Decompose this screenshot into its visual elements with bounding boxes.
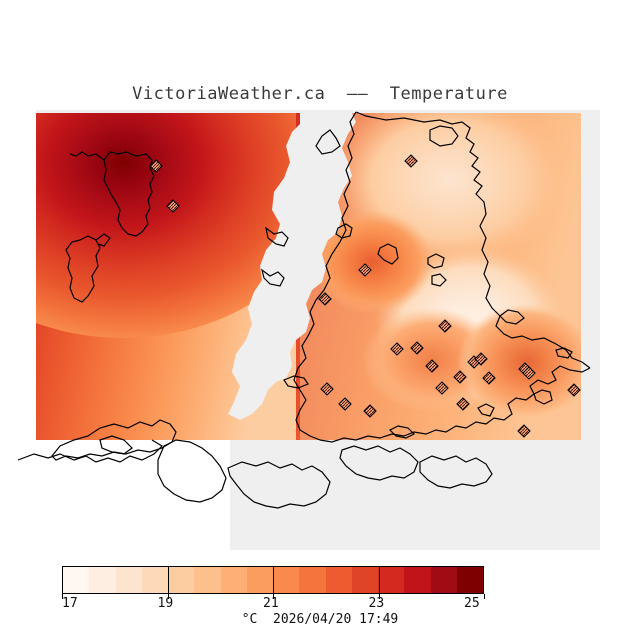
colorbar-band-12 (378, 567, 405, 593)
station-marker (358, 263, 372, 277)
station-marker (522, 366, 536, 380)
page-title: VictoriaWeather.ca —— Temperature (132, 84, 508, 104)
south-white-margin (0, 440, 230, 550)
colorbar-tick-17 (62, 594, 63, 599)
colorbar-ticks (62, 594, 485, 604)
south-peninsula-d (419, 455, 493, 489)
east-landmass-west-coast (293, 111, 357, 441)
colorbar-band-0 (63, 567, 90, 593)
south-coastlines-nodata (17, 419, 493, 509)
colorbar-major-dividers (62, 566, 484, 594)
island-mid-c (427, 253, 445, 269)
colorbar[interactable] (62, 566, 484, 594)
east-hook-a (499, 309, 525, 325)
station-marker (453, 370, 467, 384)
colorbar-tick-23 (378, 594, 380, 599)
south-peninsula-c (339, 445, 419, 481)
east-landmass-south-coast (319, 365, 591, 443)
colorbar-tick-19 (167, 594, 169, 599)
coastlines (65, 111, 591, 443)
colorbar-band-11 (351, 567, 378, 593)
colorbar-band-1 (89, 567, 116, 593)
island-mid-d (431, 273, 447, 287)
colorbar-band-3 (141, 567, 168, 593)
station-marker (435, 381, 449, 395)
colorbar-label-19: 19 (157, 596, 174, 611)
west-white-margin (0, 110, 36, 440)
station-marker (517, 424, 531, 438)
station-marker (404, 154, 418, 168)
colorbar-band-10 (325, 567, 352, 593)
east-landmass-north-east-coast (355, 111, 591, 369)
temperature-contour-map[interactable] (0, 110, 600, 550)
station-marker (338, 397, 352, 411)
station-marker (320, 382, 334, 396)
colorbar-band-7 (246, 567, 273, 593)
south-island-outline-a (51, 419, 177, 461)
west-island-spur (95, 233, 111, 247)
colorbar-bands (62, 566, 484, 594)
east-landmass-field (296, 113, 581, 440)
colorbar-divider-21 (273, 566, 274, 594)
colorbar-band-8 (273, 567, 300, 593)
colorbar-band-4 (168, 567, 195, 593)
colorbar-band-5 (194, 567, 221, 593)
south-peninsula-b (227, 461, 331, 509)
island-mid-b (377, 243, 399, 265)
south-outer-coast-a (17, 439, 163, 463)
station-marker (390, 342, 404, 356)
ocean-channel-mask (228, 113, 356, 420)
island-east-a (555, 347, 573, 359)
map-canvas[interactable] (0, 110, 600, 550)
station-marker (166, 199, 180, 213)
station-marker (410, 341, 424, 355)
island-south-a (283, 375, 309, 389)
station-markers[interactable] (149, 154, 581, 438)
station-marker (425, 359, 439, 373)
south-peninsula-a (157, 439, 227, 503)
station-marker (567, 383, 581, 397)
colorbar-caption: °C 2026/04/20 17:49 (241, 612, 399, 627)
contour-field (36, 113, 581, 440)
northwest-island-spur (69, 151, 105, 161)
south-island-outline-b (99, 435, 133, 455)
north-bay-inlet (315, 129, 341, 155)
colorbar-band-9 (299, 567, 326, 593)
colorbar-tick-21 (273, 594, 274, 599)
station-marker (438, 319, 452, 333)
west-inlet-b (261, 268, 285, 287)
colorbar-band-2 (115, 567, 142, 593)
west-analysis-block (36, 113, 338, 440)
colorbar-band-6 (220, 567, 247, 593)
station-marker (318, 292, 332, 306)
colorbar-divider-19 (167, 566, 169, 594)
west-island-outline (65, 235, 101, 303)
colorbar-label-23: 23 (368, 596, 385, 611)
station-marker (474, 352, 488, 366)
station-marker (363, 404, 377, 418)
colorbar-label-25: 25 (464, 596, 480, 611)
colorbar-tick-labels: 17 19 21 23 25 (0, 596, 640, 614)
colorbar-divider-23 (378, 566, 380, 594)
station-marker (149, 159, 163, 173)
colorbar-label-17: 17 (62, 596, 78, 611)
colorbar-label-21: 21 (263, 596, 279, 611)
west-inlet-a (265, 226, 289, 247)
station-marker (456, 397, 470, 411)
south-lagoon (388, 425, 416, 439)
island-northeast-a (429, 125, 459, 147)
northwest-island-outline (103, 151, 155, 237)
colorbar-tick-25 (484, 594, 485, 599)
island-mid-a (335, 223, 353, 239)
east-hook-b (533, 389, 553, 405)
island-south-b (477, 403, 495, 417)
colorbar-band-14 (430, 567, 457, 593)
colorbar-band-13 (404, 567, 431, 593)
colorbar-band-15 (456, 567, 483, 593)
station-marker (482, 371, 496, 385)
